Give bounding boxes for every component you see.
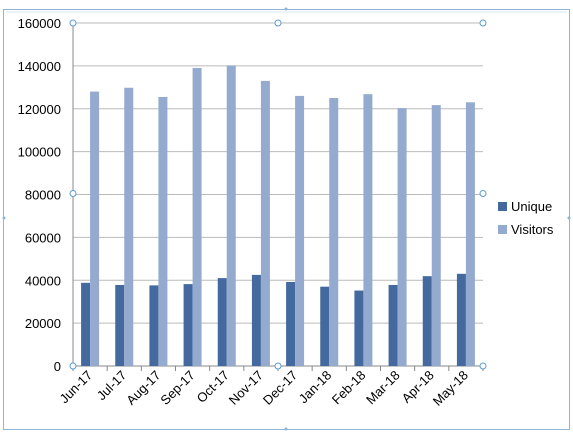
bar-unique[interactable] [183,284,193,366]
bar-visitors[interactable] [90,91,100,366]
resize-handle[interactable] [479,190,487,197]
bar-visitors[interactable] [260,80,270,366]
resize-handle[interactable] [274,362,282,370]
x-tick-label: Jan-18 [296,368,335,407]
y-tick-label: 160000 [18,16,61,31]
bar-unique[interactable] [422,276,432,366]
frame-resize-handle[interactable] [567,216,571,220]
x-axis-tick-labels: Jun-17Jul-17Aug-17Sep-17Oct-17Nov-17Dec-… [56,368,471,409]
y-tick-label: 40000 [25,273,61,288]
x-tick-label: Sep-17 [157,368,197,408]
bar-unique[interactable] [81,282,91,366]
bar-visitors[interactable] [431,105,441,366]
bar-unique[interactable] [456,273,466,366]
x-tick-label: Dec-17 [260,368,300,408]
resize-handle[interactable] [479,19,487,27]
resize-handle[interactable] [479,362,487,370]
plot-area-resize-handles[interactable] [2,7,571,431]
legend-label-unique: Unique [511,199,552,214]
bar-unique[interactable] [354,290,364,366]
x-tick-label: May-18 [430,368,471,409]
resize-handle[interactable] [69,190,77,197]
y-tick-label: 0 [54,359,61,374]
axes [72,23,484,371]
bar-visitors[interactable] [397,108,407,366]
bar-unique[interactable] [217,278,227,366]
y-axis-tick-labels: 0 20000 40000 60000 80000 100000 120000 140000 1… [18,16,61,374]
bar-visitors[interactable] [192,68,202,367]
x-tick-label: Feb-18 [329,368,369,408]
bar-visitors[interactable] [226,65,236,366]
y-tick-label: 60000 [25,230,61,245]
frame-resize-handle[interactable] [2,216,6,220]
bar-unique[interactable] [286,281,296,366]
bar-visitors[interactable] [158,96,168,366]
y-tick-label: 120000 [18,102,61,117]
frame-resize-handle[interactable] [284,427,288,431]
legend-label-visitors: Visitors [511,222,554,237]
y-tick-label: 20000 [25,316,61,331]
y-tick-label: 140000 [18,59,61,74]
x-tick-label: Oct-17 [194,368,232,406]
y-tick-label: 80000 [25,188,61,203]
legend-swatch-visitors [498,225,507,234]
bar-unique[interactable] [251,274,261,366]
y-tick-label: 100000 [18,145,61,160]
bar-unique[interactable] [149,285,159,366]
bar-visitors[interactable] [329,98,339,366]
bar-visitors[interactable] [465,102,475,366]
legend-swatch-unique [498,202,507,211]
bar-unique[interactable] [388,284,398,366]
x-tick-label: Nov-17 [226,368,266,408]
bar-visitors[interactable] [295,95,305,366]
legend[interactable]: Unique Visitors [498,199,554,237]
bar-unique[interactable] [115,284,125,366]
resize-handle[interactable] [69,362,77,370]
resize-handle[interactable] [69,19,77,27]
bars [81,65,475,367]
x-tick-label: Jun-17 [56,368,95,407]
bar-unique[interactable] [320,286,330,366]
x-tick-label: Aug-17 [123,368,163,408]
bar-visitors[interactable] [124,87,134,367]
gridlines [73,22,483,324]
bar-visitors[interactable] [363,94,373,367]
x-tick-label: Mar-18 [363,368,403,408]
resize-handle[interactable] [274,19,282,27]
frame-resize-handle[interactable] [284,7,288,11]
